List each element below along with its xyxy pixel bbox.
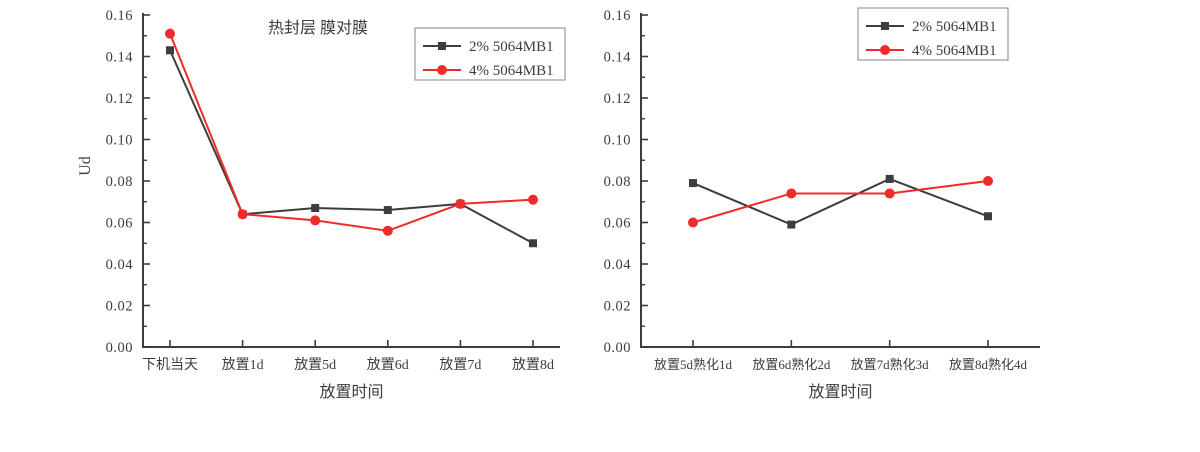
y-axis-tick-label: 0.10 (106, 133, 133, 149)
data-point-marker (984, 212, 992, 221)
y-axis-tick-label: 0.10 (604, 133, 631, 149)
x-axis-category-label: 放置7d熟化3d (851, 357, 930, 372)
plot-area-fig4: 0.00 0.02 0.04 0.06 0.08 0.10 0.12 0.14 0.16 放置5d… (600, 0, 1200, 405)
x-axis-category-label: 放置6d熟化2d (752, 357, 831, 372)
series-line-2 (169, 33, 534, 232)
y-axis-tick-label: 0.00 (604, 340, 631, 356)
legend-marker-1 (881, 22, 889, 30)
data-point-marker (528, 194, 538, 205)
data-point-marker (455, 198, 466, 209)
data-point-marker (884, 188, 895, 199)
legend-label-1: 2% 5064MB1 (469, 39, 554, 55)
y-axis-tick-label: 0.08 (106, 174, 133, 190)
x-axis-category-label: 放置6d (367, 357, 409, 373)
legend-label-2: 4% 5064MB1 (469, 63, 554, 79)
line-chart-fig3: 0.00 0.02 0.04 0.06 0.08 0.10 0.12 0.14 0.16 下机当天… (77, 8, 566, 401)
y-axis-tick-label: 0.06 (106, 216, 133, 232)
x-axis-category-label: 放置5d (294, 357, 336, 373)
data-point-marker (786, 188, 797, 199)
data-point-marker (529, 239, 537, 248)
data-point-marker (983, 176, 993, 186)
series-line-2 (692, 180, 989, 224)
series-line-1 (169, 49, 534, 245)
legend: 2% 5064MB1 4% 5064MB1 (857, 7, 1009, 61)
plot-area-fig3: 0.00 0.02 0.04 0.06 0.08 0.10 0.12 0.14 0.16 下机当天… (0, 0, 600, 405)
y-axis-tick-label: 0.16 (106, 8, 133, 24)
data-point-marker (382, 225, 393, 236)
x-axis-category-label: 下机当天 (142, 357, 198, 373)
y-axis-tick-label: 0.00 (106, 340, 133, 356)
line-chart-fig4: 0.00 0.02 0.04 0.06 0.08 0.10 0.12 0.14 0.16 放置5d… (604, 7, 1040, 401)
y-axis-tick-label: 0.02 (106, 299, 133, 315)
y-axis-tick-label: 0.06 (604, 216, 631, 232)
x-axis-title: 放置时间 (319, 383, 383, 401)
x-axis-category-label: 放置7d (439, 357, 481, 373)
data-point-marker (166, 46, 174, 55)
data-point-marker (310, 215, 321, 226)
y-axis-tick-label: 0.12 (604, 91, 631, 107)
y-axis-tick-label: 0.02 (604, 299, 631, 315)
x-axis-category-label: 放置1d (222, 357, 264, 373)
data-point-marker (787, 220, 796, 229)
x-axis-title: 放置时间 (808, 383, 872, 401)
data-point-marker (311, 203, 320, 212)
axis-frame (640, 13, 1040, 348)
y-axis-tick-label: 0.16 (604, 8, 631, 24)
legend-marker-2 (437, 65, 447, 75)
y-axis-tick-label: 0.04 (106, 257, 134, 273)
series-line-1 (692, 177, 989, 226)
x-axis-category-label: 放置8d熟化4d (949, 357, 1028, 372)
legend: 2% 5064MB1 4% 5064MB1 (414, 27, 566, 81)
y-axis-tick-label: 0.14 (604, 50, 632, 66)
legend-marker-1 (438, 42, 446, 50)
y-axis-tick-label: 0.08 (604, 174, 631, 190)
y-axis-title: Ud (77, 156, 94, 176)
legend-label-2: 4% 5064MB1 (912, 43, 997, 59)
y-axis-tick-label: 0.12 (106, 91, 133, 107)
data-point-marker (383, 206, 392, 215)
chart-title: 热封层 膜对膜 (268, 19, 368, 37)
data-point-marker (237, 209, 248, 220)
x-axis-category-label: 放置5d熟化1d (654, 357, 733, 372)
data-point-marker (885, 174, 894, 183)
y-axis-tick-label: 0.04 (604, 257, 632, 273)
data-point-marker (689, 179, 697, 188)
data-point-marker (688, 217, 698, 228)
y-axis-tick-label: 0.14 (106, 50, 134, 66)
x-axis-category-label: 放置8d (512, 357, 554, 373)
legend-marker-2 (880, 45, 890, 55)
legend-label-1: 2% 5064MB1 (912, 19, 997, 35)
data-point-marker (165, 28, 175, 39)
